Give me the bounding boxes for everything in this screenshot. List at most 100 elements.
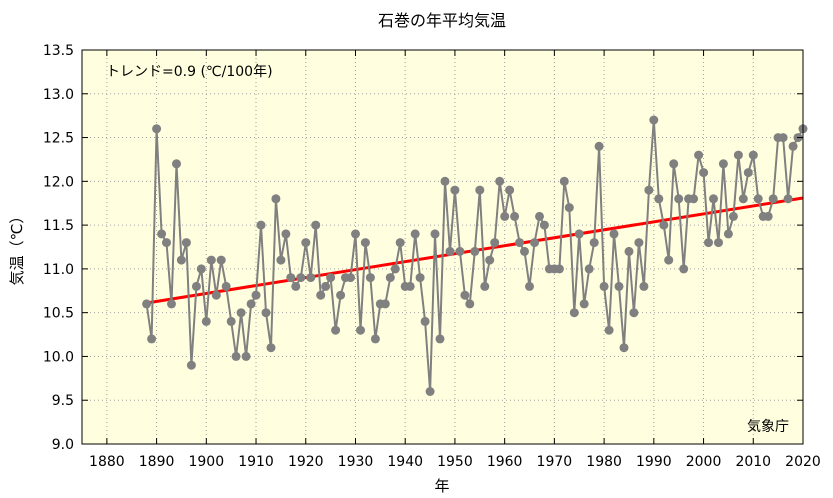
data-point-1939	[395, 238, 405, 248]
data-point-1942	[410, 229, 420, 239]
data-point-1974	[569, 308, 579, 318]
data-point-2001	[704, 238, 713, 248]
data-point-1895	[176, 255, 186, 265]
data-point-2003	[714, 238, 723, 248]
data-point-1899	[196, 264, 206, 274]
data-point-1960	[500, 211, 510, 221]
data-point-1962	[510, 211, 520, 221]
x-tick-label: 1920	[288, 454, 324, 470]
data-point-1890	[152, 124, 162, 134]
data-point-1952	[460, 290, 470, 300]
data-point-1975	[574, 229, 584, 239]
data-point-1991	[654, 194, 664, 204]
data-point-1964	[520, 246, 529, 256]
data-point-1990	[649, 115, 659, 125]
data-point-2007	[733, 150, 743, 160]
y-tick-label: 10.5	[43, 306, 74, 322]
data-point-1959	[495, 176, 505, 186]
data-point-1945	[425, 387, 435, 396]
data-point-1923	[316, 290, 326, 300]
x-axis-title: 年	[434, 477, 449, 495]
data-point-1948	[440, 176, 450, 186]
grid	[82, 50, 803, 444]
data-point-1999	[694, 150, 704, 160]
data-point-1977	[584, 264, 594, 274]
data-point-2009	[743, 168, 753, 178]
trend-annotation: トレンド=0.9 (℃/100年)	[106, 64, 273, 80]
x-tick-label: 2020	[785, 454, 821, 470]
data-point-1926	[331, 325, 341, 335]
chart-title: 石巻の年平均気温	[378, 11, 506, 30]
data-point-1896	[181, 238, 191, 248]
data-point-1953	[465, 299, 475, 309]
data-point-1986	[629, 308, 639, 318]
data-point-2013	[763, 211, 773, 221]
x-tick-label: 1970	[537, 454, 573, 470]
data-point-2014	[768, 194, 778, 204]
y-tick-label: 13.5	[43, 43, 74, 59]
data-point-1998	[689, 194, 699, 204]
data-point-1949	[445, 246, 455, 256]
data-point-2004	[718, 159, 728, 169]
data-point-1996	[679, 264, 689, 274]
data-point-1987	[634, 238, 644, 248]
data-point-1965	[525, 281, 534, 291]
data-point-1901	[206, 255, 216, 265]
data-point-1938	[390, 264, 400, 274]
data-point-2016	[778, 133, 788, 143]
data-point-1988	[639, 281, 649, 291]
data-point-1888	[142, 299, 152, 309]
data-point-1967	[535, 211, 544, 221]
data-point-2008	[738, 194, 748, 204]
y-tick-label: 13.0	[43, 87, 74, 103]
data-point-1943	[415, 273, 425, 283]
data-point-1909	[246, 299, 256, 309]
data-point-1976	[579, 299, 589, 309]
data-point-1984	[619, 343, 629, 353]
x-tick-label: 1910	[238, 454, 274, 470]
x-tick-label: 1890	[139, 454, 175, 470]
data-point-2002	[709, 194, 718, 204]
data-point-1903	[216, 255, 226, 265]
data-point-1925	[326, 273, 336, 283]
data-point-2018	[788, 141, 798, 151]
data-point-1908	[241, 351, 251, 361]
data-point-1937	[385, 273, 395, 283]
x-axis-ticks: 1880 1890 1900 1910 1920 1930 1940 1950 1960 1970…	[89, 50, 821, 470]
data-point-1944	[420, 316, 430, 326]
y-axis-ticks: 9.0 9.5 10.0 10.5 11.0 11.5 12.0 12.5 13.0 13.5	[43, 43, 803, 453]
x-tick-label: 1990	[636, 454, 672, 470]
x-tick-label: 1960	[487, 454, 523, 470]
data-point-1994	[669, 159, 679, 169]
data-point-1900	[201, 316, 211, 326]
data-point-1906	[231, 351, 241, 361]
x-tick-label: 1930	[338, 454, 374, 470]
data-point-2006	[728, 211, 738, 221]
data-point-1954	[470, 246, 480, 256]
x-tick-label: 2010	[735, 454, 771, 470]
data-point-1968	[539, 220, 549, 230]
data-point-1980	[599, 281, 609, 291]
data-point-1920	[301, 238, 311, 248]
data-point-1889	[147, 334, 157, 344]
data-point-1911	[256, 220, 266, 230]
x-tick-label: 1900	[188, 454, 224, 470]
data-point-1893	[167, 299, 176, 309]
data-point-1971	[554, 264, 564, 274]
data-point-1985	[624, 246, 634, 256]
data-point-2017	[783, 194, 793, 204]
data-point-1913	[266, 343, 276, 353]
data-point-1947	[435, 334, 445, 344]
data-point-1972	[559, 176, 569, 186]
data-point-1917	[286, 273, 296, 283]
x-tick-label: 1980	[586, 454, 622, 470]
data-point-1951	[455, 246, 465, 256]
data-point-2010	[748, 150, 758, 160]
data-point-1933	[365, 273, 375, 283]
data-point-1995	[674, 194, 684, 204]
data-point-1904	[221, 281, 231, 291]
source-annotation: 気象庁	[747, 419, 789, 435]
x-tick-label: 2000	[686, 454, 722, 470]
data-point-1915	[276, 255, 286, 265]
